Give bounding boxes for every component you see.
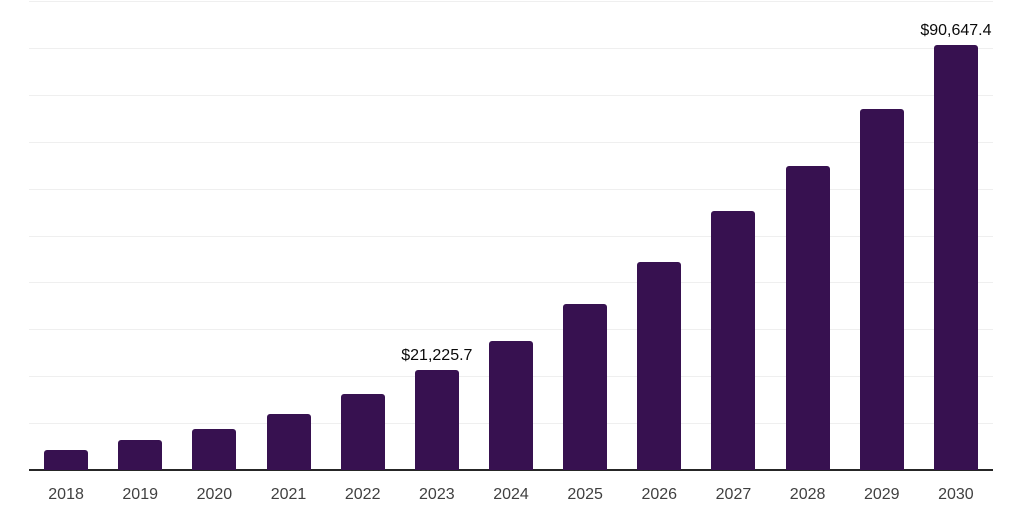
bar-2026 [637,261,682,470]
x-tick-label-2027: 2027 [715,486,752,503]
bar-2021 [266,413,311,470]
gridline [29,141,993,143]
x-tick-label-2018: 2018 [48,486,84,503]
data-label-2030: $90,647.4 [920,21,992,39]
x-tick-label-2024: 2024 [493,486,529,503]
x-tick-label-2022: 2022 [344,486,381,503]
gridline [29,329,993,331]
bar-2023 [414,370,459,470]
x-tick-label-2023: 2023 [419,486,455,503]
bar-2027 [711,211,756,470]
bar-2030 [933,44,978,470]
gridline [29,282,993,284]
x-axis-line [29,469,993,471]
x-tick-label-2019: 2019 [122,486,158,503]
gridline [29,235,993,237]
bar-2018 [44,450,89,470]
x-tick-label-2021: 2021 [270,486,307,503]
bar-2028 [785,166,830,470]
bar-2022 [340,394,385,470]
gridline [29,1,993,2]
x-tick-label-2030: 2030 [938,486,974,503]
bar-2019 [118,440,163,470]
bar-2029 [859,108,904,470]
x-tick-label-2028: 2028 [789,486,826,503]
gridline [29,94,993,96]
bar-2024 [489,340,533,470]
bar-2020 [192,428,237,470]
gridline [29,47,993,49]
data-label-2023: $21,225.7 [401,347,473,365]
bar-2025 [563,304,608,470]
x-tick-label-2020: 2020 [196,486,233,503]
x-tick-label-2026: 2026 [641,486,678,503]
gridline [29,188,993,190]
x-tick-label-2029: 2029 [863,486,900,503]
x-tick-label-2025: 2025 [567,486,603,503]
